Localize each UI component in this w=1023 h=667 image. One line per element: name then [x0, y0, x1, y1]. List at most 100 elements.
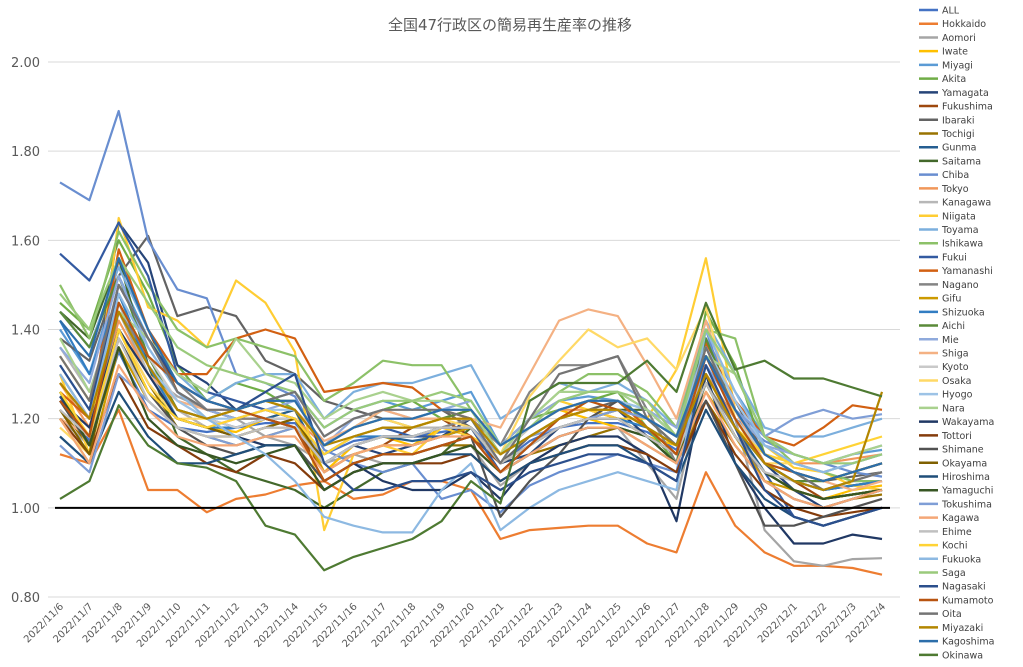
legend-item-okayama: Okayama: [919, 458, 987, 469]
legend-item-kumamoto: Kumamoto: [919, 595, 994, 606]
legend-label: Nagasaki: [942, 582, 986, 593]
legend-label: Ishikawa: [942, 239, 983, 250]
legend-label: Aomori: [942, 33, 976, 44]
legend-item-aomori: Aomori: [919, 33, 976, 44]
legend-label: Fukushima: [942, 102, 993, 113]
series-line-kagoshima: [59, 257, 883, 483]
legend-item-kochi: Kochi: [919, 541, 967, 552]
legend-label: Saga: [942, 568, 966, 579]
legend-label: Saitama: [942, 156, 981, 167]
legend-item-aichi: Aichi: [919, 321, 965, 332]
legend-item-kagoshima: Kagoshima: [919, 637, 994, 648]
y-axis-ticks: 0.80 1.00 1.20 1.40 1.60 1.80 2.00: [11, 56, 40, 606]
legend-item-akita: Akita: [919, 74, 966, 85]
legend-label: Gifu: [942, 294, 961, 305]
series-line-fukuoka: [59, 292, 883, 534]
legend-item-all: ALL: [919, 6, 960, 17]
legend-item-hiroshima: Hiroshima: [919, 472, 990, 483]
legend-label: Wakayama: [942, 417, 994, 428]
legend-label: Kochi: [942, 541, 967, 552]
legend-label: Akita: [942, 74, 966, 85]
y-tick-label: 0.80: [11, 591, 40, 606]
legend-label: Iwate: [942, 47, 968, 58]
legend-item-fukuoka: Fukuoka: [919, 554, 981, 565]
legend-label: Oita: [942, 609, 962, 620]
legend-item-kyoto: Kyoto: [919, 362, 969, 373]
legend-item-mie: Mie: [919, 335, 959, 346]
legend-item-iwate: Iwate: [919, 47, 968, 58]
legend-label: Tottori: [941, 431, 972, 442]
legend-item-shizuoka: Shizuoka: [919, 307, 985, 318]
legend-label: Shizuoka: [942, 307, 985, 318]
legend-label: Yamanashi: [941, 266, 993, 277]
legend-item-okinawa: Okinawa: [919, 650, 983, 661]
legend-item-yamaguchi: Yamaguchi: [919, 486, 993, 497]
legend-label: Niigata: [942, 211, 976, 222]
series-line-saga: [59, 257, 883, 465]
legend-label: Shimane: [942, 445, 984, 456]
legend-label: Gunma: [942, 143, 976, 154]
legend-label: Shiga: [942, 349, 969, 360]
legend-item-ehime: Ehime: [919, 527, 972, 538]
legend-label: Hiroshima: [942, 472, 990, 483]
series-line-toyama: [59, 266, 883, 438]
legend-item-wakayama: Wakayama: [919, 417, 994, 428]
legend-item-tokyo: Tokyo: [919, 184, 969, 195]
y-tick-label: 1.60: [11, 234, 40, 249]
legend-item-gifu: Gifu: [919, 294, 961, 305]
y-tick-label: 1.80: [11, 145, 40, 160]
legend-label: Tokushima: [941, 499, 992, 510]
legend-label: Kumamoto: [942, 595, 994, 606]
legend-label: Okayama: [942, 458, 987, 469]
legend-label: Tochigi: [941, 129, 975, 140]
legend-item-shiga: Shiga: [919, 349, 969, 360]
series-line-okinawa: [59, 301, 883, 572]
legend-item-niigata: Niigata: [919, 211, 976, 222]
legend-label: Ibaraki: [942, 115, 975, 126]
legend-item-kagawa: Kagawa: [919, 513, 979, 524]
legend-label: Hyogo: [942, 390, 973, 401]
legend-item-toyama: Toyama: [919, 225, 979, 236]
legend-item-hyogo: Hyogo: [919, 390, 973, 401]
legend-item-fukui: Fukui: [919, 252, 967, 263]
chart-title: 全国47行政区の簡易再生産率の推移: [388, 16, 632, 34]
y-tick-label: 2.00: [11, 56, 40, 71]
series-line-miyazaki: [59, 310, 884, 492]
legend-item-yamagata: Yamagata: [919, 88, 989, 99]
legend-label: Ehime: [942, 527, 972, 538]
legend-item-tokushima: Tokushima: [919, 499, 992, 510]
legend-label: Kanagawa: [942, 198, 991, 209]
legend-label: Fukui: [942, 252, 967, 263]
legend-item-miyagi: Miyagi: [919, 60, 973, 71]
legend-item-gunma: Gunma: [919, 143, 976, 154]
legend-label: Okinawa: [942, 650, 983, 661]
legend-label: Osaka: [942, 376, 971, 387]
legend-item-nara: Nara: [919, 403, 965, 414]
legend-item-oita: Oita: [919, 609, 962, 620]
legend-item-chiba: Chiba: [919, 170, 969, 181]
legend-label: Mie: [942, 335, 959, 346]
legend-item-nagasaki: Nagasaki: [919, 582, 986, 593]
legend-label: Yamagata: [941, 88, 989, 99]
legend-label: Kagoshima: [942, 637, 994, 648]
legend-item-saitama: Saitama: [919, 156, 981, 167]
legend-item-yamanashi: Yamanashi: [919, 266, 993, 277]
legend-label: Aichi: [942, 321, 965, 332]
legend-item-miyazaki: Miyazaki: [919, 623, 983, 634]
legend-label: Nagano: [942, 280, 979, 291]
legend-label: Miyazaki: [942, 623, 983, 634]
legend-item-tottori: Tottori: [919, 431, 972, 442]
legend-label: Chiba: [942, 170, 969, 181]
legend-item-ishikawa: Ishikawa: [919, 239, 983, 250]
legend-item-tochigi: Tochigi: [919, 129, 975, 140]
legend-label: ALL: [942, 6, 960, 17]
legend-item-osaka: Osaka: [919, 376, 971, 387]
y-tick-label: 1.40: [11, 324, 40, 339]
legend-item-fukushima: Fukushima: [919, 102, 993, 113]
legend-label: Kagawa: [942, 513, 979, 524]
series-lines: [58, 109, 884, 576]
legend-item-saga: Saga: [919, 568, 966, 579]
legend-label: Nara: [942, 403, 965, 414]
legend-label: Yamaguchi: [941, 486, 993, 497]
